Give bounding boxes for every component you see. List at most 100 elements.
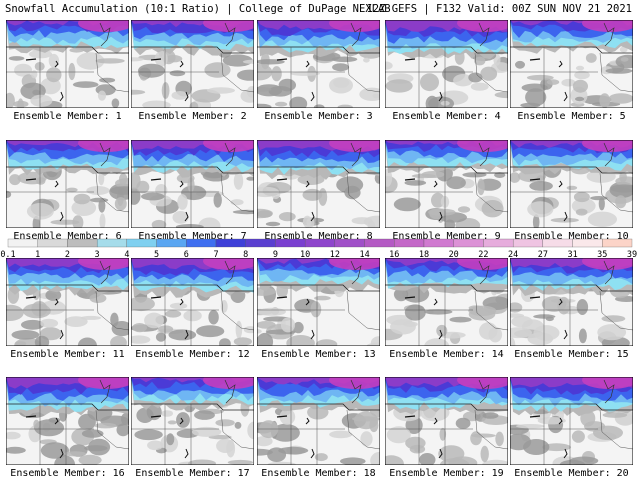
- colorbar-tick-label: 2: [65, 250, 70, 259]
- colorbar-segment: [186, 238, 217, 248]
- colorbar-tick-label: 5: [154, 250, 159, 259]
- colorbar-tick-label: 31: [567, 250, 577, 259]
- ensemble-panel: Ensemble Member: 18: [257, 377, 380, 479]
- ensemble-member-label: Ensemble Member: 9: [392, 231, 501, 242]
- ensemble-member-label: Ensemble Member: 5: [517, 111, 626, 122]
- colorbar-tick-label: 35: [597, 250, 607, 259]
- ensemble-member-label: Ensemble Member: 10: [514, 231, 629, 242]
- colorbar-tick-label: 9: [273, 250, 278, 259]
- colorbar-tick-label: 10: [300, 250, 310, 259]
- ensemble-member-label: Ensemble Member: 17: [135, 468, 250, 479]
- colorbar-segment: [156, 238, 187, 248]
- ensemble-member-label: Ensemble Member: 15: [514, 349, 629, 360]
- snowfall-map: [385, 20, 508, 108]
- snowfall-map: [6, 20, 129, 108]
- colorbar-tick-label: 39: [627, 250, 637, 259]
- ensemble-member-label: Ensemble Member: 16: [10, 468, 125, 479]
- snowfall-map: [510, 140, 633, 228]
- ensemble-panel: Ensemble Member: 13: [257, 258, 380, 360]
- colorbar-segment: [126, 238, 157, 248]
- colorbar-tick-label: 20: [449, 250, 459, 259]
- ensemble-panel: Ensemble Member: 4: [385, 20, 508, 122]
- snowfall-map: [510, 258, 633, 346]
- ensemble-member-label: Ensemble Member: 8: [264, 231, 373, 242]
- colorbar-segment: [304, 238, 336, 248]
- ensemble-panel: Ensemble Member: 8: [257, 140, 380, 242]
- ensemble-member-label: Ensemble Member: 12: [135, 349, 250, 360]
- colorbar-segment: [334, 238, 365, 248]
- colorbar-tick-label: 18: [419, 250, 429, 259]
- snowfall-map: [257, 377, 380, 465]
- ensemble-member-label: Ensemble Member: 1: [13, 111, 122, 122]
- ensemble-panel: Ensemble Member: 17: [131, 377, 254, 479]
- snowfall-map: [131, 258, 254, 346]
- ensemble-panel: Ensemble Member: 9: [385, 140, 508, 242]
- colorbar-svg: 0.1 1 2 3 4 5 6 7 8 9 10 12 14 16 18 20 22 24 27 31 35 39: [0, 238, 637, 259]
- snowfall-map: [6, 258, 129, 346]
- colorbar-segment: [423, 238, 454, 248]
- ensemble-member-label: Ensemble Member: 11: [10, 349, 125, 360]
- ensemble-member-label: Ensemble Member: 13: [261, 349, 376, 360]
- ensemble-member-label: Ensemble Member: 3: [264, 111, 373, 122]
- ensemble-panel: Ensemble Member: 1: [6, 20, 129, 122]
- ensemble-panel: Ensemble Member: 10: [510, 140, 633, 242]
- snowfall-map: [131, 20, 254, 108]
- header: Snowfall Accumulation (10:1 Ratio) | Col…: [0, 0, 640, 18]
- header-run-info: 12Z GEFS | F132 Valid: 00Z SUN NOV 21 20…: [366, 3, 632, 15]
- colorbar-tick-label: 0.1: [0, 250, 15, 259]
- colorbar-tick-label: 4: [124, 250, 129, 259]
- colorbar-tick-label: 16: [389, 250, 399, 259]
- colorbar-tick-label: 6: [184, 250, 189, 259]
- snowfall-map: [6, 377, 129, 465]
- ensemble-member-label: Ensemble Member: 20: [514, 468, 629, 479]
- ensemble-panel: Ensemble Member: 2: [131, 20, 254, 122]
- ensemble-panel: Ensemble Member: 19: [385, 377, 508, 479]
- ensemble-panel: Ensemble Member: 6: [6, 140, 129, 242]
- snowfall-map: [6, 140, 129, 228]
- colorbar-tick-label: 12: [330, 250, 340, 259]
- colorbar-segment: [394, 238, 425, 248]
- colorbar-tick-label: 3: [95, 250, 100, 259]
- colorbar-segment: [67, 238, 98, 248]
- colorbar-segment: [572, 238, 603, 248]
- colorbar-segment: [542, 238, 573, 248]
- ensemble-panel: Ensemble Member: 15: [510, 258, 633, 360]
- colorbar-segment: [7, 238, 38, 248]
- ensemble-member-label: Ensemble Member: 2: [138, 111, 247, 122]
- colorbar-segment: [453, 238, 484, 248]
- colorbar-tick-label: 27: [538, 250, 548, 259]
- ensemble-panel: Ensemble Member: 11: [6, 258, 129, 360]
- colorbar-tick-label: 22: [478, 250, 488, 259]
- ensemble-member-label: Ensemble Member: 4: [392, 111, 501, 122]
- colorbar-segment: [364, 238, 395, 248]
- colorbar-tick-label: 8: [243, 250, 248, 259]
- ensemble-panel: Ensemble Member: 7: [131, 140, 254, 242]
- snowfall-map: [131, 377, 254, 465]
- snowfall-map: [131, 140, 254, 228]
- colorbar-tick-label: 1: [35, 250, 40, 259]
- ensemble-member-label: Ensemble Member: 6: [13, 231, 122, 242]
- snowfall-map: [257, 20, 380, 108]
- colorbar-segment: [96, 238, 127, 248]
- colorbar-segment: [602, 238, 633, 248]
- ensemble-panel: Ensemble Member: 20: [510, 377, 633, 479]
- colorbar-segment: [215, 238, 246, 248]
- colorbar-segment: [275, 238, 306, 248]
- colorbar-tick-label: 7: [213, 250, 218, 259]
- colorbar-tick-label: 14: [359, 250, 369, 259]
- ensemble-member-label: Ensemble Member: 19: [389, 468, 504, 479]
- header-title: Snowfall Accumulation (10:1 Ratio) | Col…: [5, 3, 391, 15]
- snowfall-colorbar: 0.1 1 2 3 4 5 6 7 8 9 10 12 14 16 18 20 22 24 27 31 35 39: [0, 237, 640, 259]
- ensemble-member-label: Ensemble Member: 18: [261, 468, 376, 479]
- colorbar-segment: [483, 238, 514, 248]
- ensemble-member-label: Ensemble Member: 7: [138, 231, 247, 242]
- snowfall-map: [385, 377, 508, 465]
- snowfall-map: [257, 258, 380, 346]
- colorbar-segment: [245, 238, 276, 248]
- ensemble-panel: Ensemble Member: 12: [131, 258, 254, 360]
- snowfall-map: [385, 140, 508, 228]
- ensemble-panel: Ensemble Member: 14: [385, 258, 508, 360]
- ensemble-member-label: Ensemble Member: 14: [389, 349, 504, 360]
- snowfall-map: [257, 140, 380, 228]
- snowfall-map: [510, 20, 633, 108]
